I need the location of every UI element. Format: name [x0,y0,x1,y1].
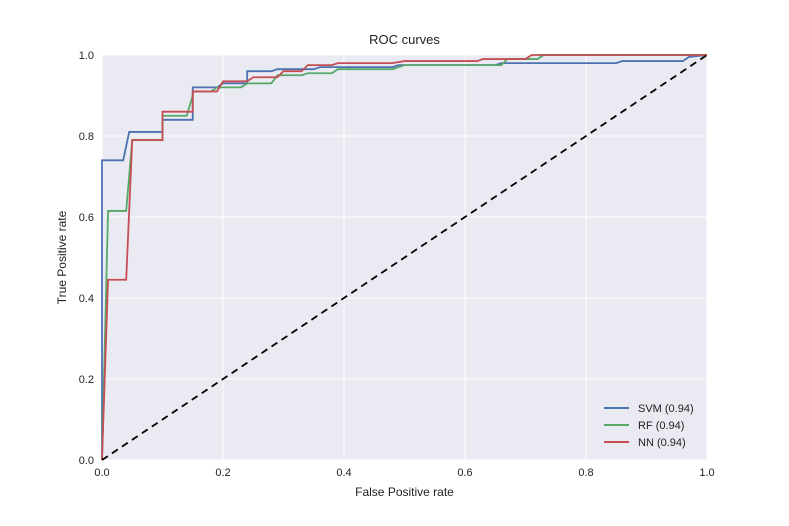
y-tick-label: 0.6 [79,212,94,224]
y-tick-label: 0.0 [79,455,94,467]
y-tick-label: 0.4 [79,293,94,305]
legend-label-nn: NN (0.94) [638,437,686,449]
chart-title: ROC curves [369,32,440,47]
y-tick-label: 0.2 [79,374,94,386]
tick-labels: 0.0 0.2 0.4 0.6 0.8 1.0 0.0 0.2 0.4 0.6 0.8 1.0 [79,50,715,479]
series-lines [101,54,708,461]
y-tick-label: 0.8 [79,131,94,143]
grid-lines [101,54,708,461]
x-axis-label: False Positive rate [355,485,454,499]
y-tick-label: 1.0 [79,50,94,62]
x-tick-label: 0.4 [336,467,351,479]
series-line-nn [101,54,707,461]
x-tick-label: 0.0 [94,467,109,479]
chance-diagonal-line [101,54,708,461]
x-tick-label: 0.8 [578,467,593,479]
legend-label-svm: SVM (0.94) [638,403,694,415]
legend-label-rf: RF (0.94) [638,420,684,432]
x-tick-label: 0.6 [457,467,472,479]
x-tick-label: 0.2 [215,467,230,479]
x-tick-label: 1.0 [699,467,714,479]
y-axis-label: True Positive rate [55,210,69,304]
legend: SVM (0.94) RF (0.94) NN (0.94) [604,403,694,449]
